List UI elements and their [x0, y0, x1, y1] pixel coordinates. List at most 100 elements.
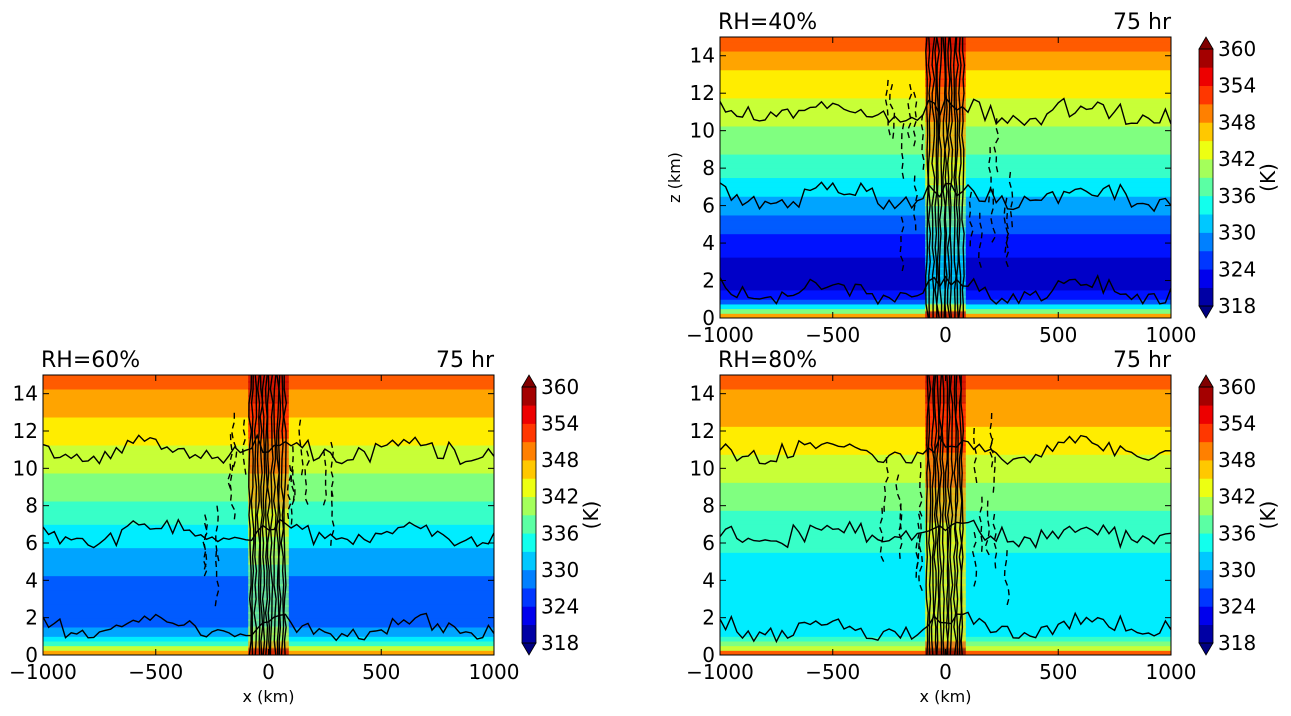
colorbar-segment [522, 514, 536, 534]
colorbar-extend-max [1198, 36, 1214, 50]
contour-line [941, 375, 945, 655]
colorbar-segment [522, 551, 536, 571]
colorbar-label: (K) [1256, 163, 1280, 192]
x-tick-label: 500 [362, 660, 400, 684]
x-tick-label: −500 [805, 660, 860, 684]
warm-core [925, 416, 966, 425]
y-tick-label: 6 [25, 531, 38, 555]
y-tick-label: 12 [690, 81, 715, 105]
colorbar-segment [1199, 268, 1213, 288]
contour-line [272, 375, 277, 655]
colorbar-tick-label: 336 [1218, 521, 1256, 545]
colorbar-segment [1199, 514, 1213, 534]
contour-line [946, 37, 951, 318]
contour-line [954, 37, 959, 318]
x-tick-label: −500 [128, 660, 183, 684]
x-tick-label: 500 [1039, 660, 1077, 684]
warm-core [925, 388, 966, 397]
contour-line [250, 375, 255, 655]
colorbar-tick-label: 336 [1218, 184, 1256, 208]
colorbar-tick-label: 330 [1218, 221, 1256, 245]
y-tick-label: 12 [690, 419, 715, 443]
colorbar-segment [1199, 459, 1213, 479]
colorbar-tick-label: 354 [541, 412, 579, 436]
contour-line [720, 274, 1171, 306]
warm-core [925, 549, 966, 558]
colorbar-tick-label: 318 [1218, 294, 1256, 318]
y-tick-label: 14 [13, 382, 38, 406]
y-tick-label: 12 [13, 419, 38, 443]
x-tick-label: 500 [1039, 323, 1077, 347]
colorbar-tick-label: 342 [1218, 147, 1256, 171]
warm-core [925, 556, 966, 565]
y-tick-label: 8 [25, 494, 38, 518]
warm-core [925, 605, 966, 614]
warm-core [925, 570, 966, 579]
warm-core [925, 542, 966, 551]
contours [720, 375, 1171, 655]
contour-line [942, 37, 947, 318]
contour-line [269, 375, 274, 655]
contour-line [931, 37, 936, 318]
x-tick-label: −1000 [686, 323, 754, 347]
warm-core [248, 423, 289, 432]
warm-core [925, 626, 966, 635]
warm-core [248, 430, 289, 439]
colorbar-tick-label: 354 [1218, 412, 1256, 436]
warm-core [925, 184, 966, 193]
contour-line [949, 37, 954, 318]
warm-core [248, 591, 289, 600]
colorbar-segment [1199, 569, 1213, 589]
colorbar-segment [1199, 287, 1213, 307]
contours [720, 37, 1171, 318]
y-tick-label: 6 [702, 194, 715, 218]
colorbar-segment [522, 587, 536, 607]
colorbar-segment [1199, 195, 1213, 215]
colorbar-extend-min [521, 642, 537, 656]
contour-line [933, 375, 938, 655]
colorbar-tick-label: 330 [1218, 558, 1256, 582]
contour-line [256, 375, 261, 655]
colorbar-segment [1199, 122, 1213, 142]
warm-core [925, 381, 966, 390]
panel-title: RH=60% [41, 348, 140, 373]
contour-line [952, 37, 957, 318]
colorbar-tick-label: 324 [1218, 594, 1256, 618]
contour-line [275, 375, 280, 655]
contour-line [949, 375, 954, 655]
colorbar-segment [522, 606, 536, 626]
colorbar-tick-label: 360 [541, 375, 579, 399]
warm-core [248, 416, 289, 425]
colorbar-segment [1199, 496, 1213, 516]
contour-line [259, 375, 264, 655]
warm-core [925, 395, 966, 404]
colorbar-tick-label: 318 [541, 631, 579, 655]
warm-core [925, 640, 966, 649]
colorbar-segment [522, 532, 536, 552]
contour-line [930, 375, 935, 655]
colorbar-segment [522, 404, 536, 424]
warm-core [925, 577, 966, 586]
contour-line [261, 375, 266, 655]
colorbar-tick-label: 354 [1218, 74, 1256, 98]
colorbar-segment [1199, 532, 1213, 552]
panel-time-label: 75 hr [1113, 10, 1172, 35]
warm-core [925, 268, 966, 277]
colorbar-segment [1199, 478, 1213, 498]
warm-core [925, 584, 966, 593]
colorbar-segment [522, 441, 536, 461]
colorbar-segment [1199, 177, 1213, 197]
colorbar-segment [1199, 624, 1213, 644]
y-tick-label: 8 [702, 156, 715, 180]
y-tick-label: 0 [702, 643, 715, 667]
colorbar-segment [1199, 606, 1213, 626]
y-tick-label: 2 [702, 269, 715, 293]
colorbar-segment [522, 496, 536, 516]
warm-core [925, 127, 966, 136]
y-tick-label: 14 [690, 382, 715, 406]
warm-core [925, 528, 966, 537]
colorbar-frame [1198, 386, 1214, 644]
warm-core [925, 591, 966, 600]
